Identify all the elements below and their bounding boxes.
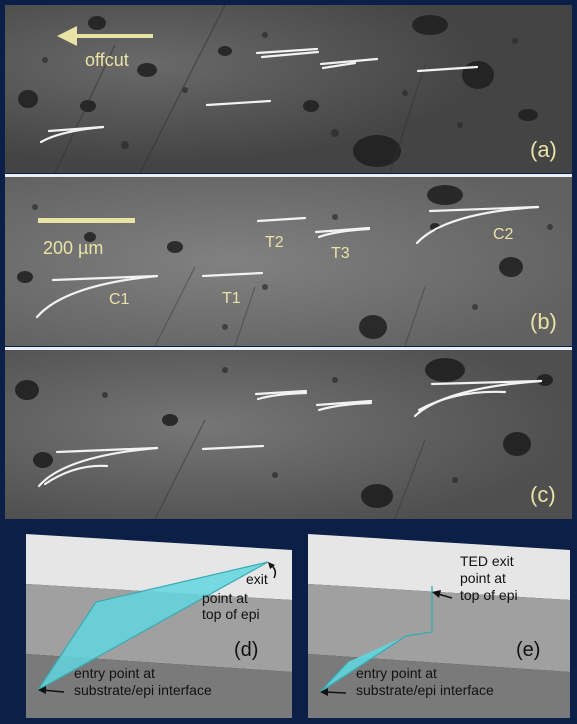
exit-label-d-line2: point at — [202, 590, 248, 606]
defect-label-t2: T2 — [265, 234, 284, 251]
defect-label-c1: C1 — [109, 291, 130, 308]
micrograph-panel-a: offcut (a) — [5, 5, 572, 173]
schematic-panel-d: exit point at top of epi (d) entry point… — [16, 522, 292, 718]
schematic-panel-e: TED exit point at top of epi (e) entry p… — [298, 522, 570, 718]
dislocation-traces-b — [35, 205, 540, 319]
offcut-label: offcut — [85, 50, 129, 70]
exit-label-e-line3: top of epi — [460, 587, 518, 603]
micrograph-panel-b: 200 µm T2 T3 C2 C1 T1 (b) — [5, 177, 572, 346]
scale-bar — [38, 218, 135, 223]
dislocation-traces-c — [37, 379, 543, 488]
entry-label-e-line1: entry point at — [356, 665, 437, 681]
panel-b-label: (b) — [530, 309, 557, 334]
micrograph-panel-c: (c) — [5, 350, 572, 519]
offcut-arrow — [57, 26, 153, 46]
panel-c-label: (c) — [530, 482, 556, 507]
scale-bar-label: 200 µm — [43, 238, 103, 258]
panel-separator — [5, 347, 572, 350]
panel-e-label: (e) — [516, 639, 540, 661]
entry-label-e-line2: substrate/epi interface — [356, 682, 494, 698]
defect-label-c2: C2 — [493, 226, 514, 243]
entry-label-d-line2: substrate/epi interface — [74, 682, 212, 698]
exit-label-e-line1: TED exit — [460, 553, 514, 569]
exit-label-d-line3: top of epi — [202, 606, 260, 622]
panel-separator — [5, 174, 572, 177]
exit-label-e-line2: point at — [460, 570, 506, 586]
panel-d-label: (d) — [234, 639, 258, 661]
defect-label-t1: T1 — [222, 290, 241, 307]
dislocation-traces-a — [39, 47, 479, 144]
entry-label-d-line1: entry point at — [74, 665, 155, 681]
defect-label-t3: T3 — [331, 245, 350, 262]
exit-label-d-line1: exit — [246, 571, 268, 587]
panel-a-label: (a) — [530, 137, 557, 162]
